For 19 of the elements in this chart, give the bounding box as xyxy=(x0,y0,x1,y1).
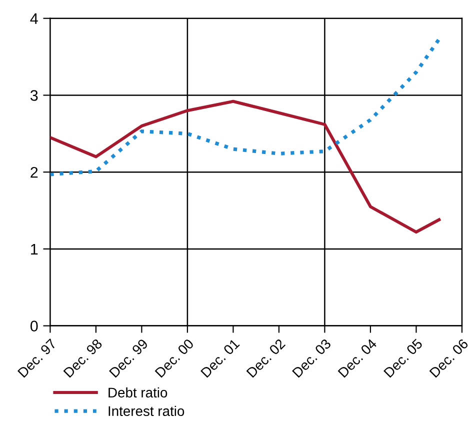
x-tick-label: Dec. 98 xyxy=(63,338,103,378)
y-tick-label: 2 xyxy=(30,166,38,178)
x-tick-label: Dec. 03 xyxy=(292,338,332,378)
x-tick-label: Dec. 99 xyxy=(108,338,148,378)
legend-label: Debt ratio xyxy=(108,387,168,398)
y-tick-label: 0 xyxy=(30,320,38,332)
x-tick-label: Dec. 97 xyxy=(17,338,57,378)
legend-label: Interest ratio xyxy=(108,406,184,416)
x-tick-label: Dec. 00 xyxy=(154,338,194,378)
y-tick-label: 3 xyxy=(30,90,38,101)
x-tick-label: Dec. 04 xyxy=(338,338,378,378)
line-series xyxy=(50,37,441,176)
x-tick-label: Dec. 05 xyxy=(383,338,424,378)
y-tick-label: 4 xyxy=(30,13,38,24)
x-tick-label: Dec. 06 xyxy=(429,338,469,378)
y-tick-label: 1 xyxy=(31,244,38,254)
line-series xyxy=(50,100,441,234)
x-tick-label: Dec. 02 xyxy=(246,338,286,378)
x-tick-label: Dec. 01 xyxy=(200,338,240,378)
